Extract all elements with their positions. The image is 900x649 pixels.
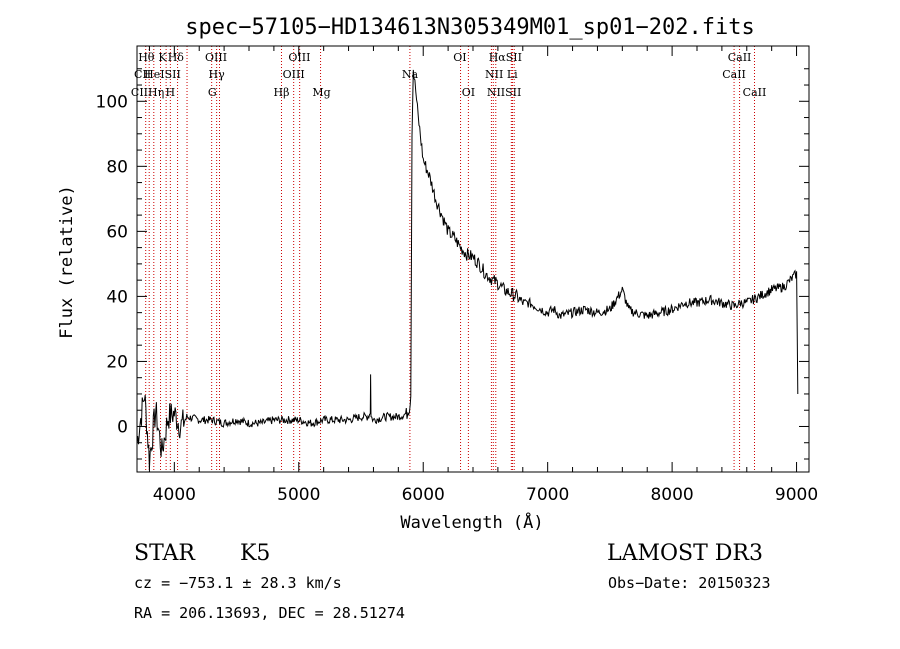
class-label: STAR bbox=[134, 541, 196, 566]
line-label: Na bbox=[402, 68, 419, 81]
survey-label: LAMOST DR3 bbox=[607, 541, 763, 566]
y-tick-label: 20 bbox=[106, 352, 128, 372]
y-axis-ticks: 0 20 40 60 80 100 bbox=[96, 68, 809, 460]
line-label: OI bbox=[453, 51, 466, 64]
line-label: HαSII bbox=[489, 51, 522, 64]
x-tick-label: 7000 bbox=[526, 485, 569, 505]
x-tick-label: 5000 bbox=[277, 485, 320, 505]
x-tick-label: 9000 bbox=[775, 485, 818, 505]
line-label: CaII bbox=[722, 68, 746, 81]
plot-frame bbox=[136, 45, 810, 473]
line-label: NII Li bbox=[485, 68, 518, 81]
cz-text: cz = −753.1 ± 28.3 km/s bbox=[134, 574, 342, 592]
line-label: CII bbox=[134, 68, 151, 81]
line-label: OIII bbox=[205, 51, 227, 64]
y-axis-label: Flux (relative) bbox=[57, 185, 77, 339]
subclass-label: K5 bbox=[240, 541, 270, 566]
line-label: G bbox=[208, 86, 217, 99]
line-label: OI bbox=[462, 86, 475, 99]
line-label: Hβ bbox=[274, 86, 290, 99]
y-tick-label: 60 bbox=[106, 222, 128, 242]
line-label: CaII bbox=[728, 51, 752, 64]
line-label: OIII bbox=[283, 68, 305, 81]
x-tick-label: 6000 bbox=[402, 485, 445, 505]
line-label: Hδ bbox=[168, 51, 185, 64]
line-label: OIII bbox=[288, 51, 310, 64]
line-label: K bbox=[158, 51, 167, 64]
line-label: CIIHη bbox=[131, 86, 164, 99]
y-tick-label: 100 bbox=[96, 92, 128, 112]
y-tick-label: 80 bbox=[106, 157, 128, 177]
line-label: CaII bbox=[743, 86, 767, 99]
obs-date-text: Obs−Date: 20150323 bbox=[608, 574, 771, 592]
line-label: Mg bbox=[312, 86, 330, 99]
chart-title: spec−57105−HD134613N305349M01_sp01−202.f… bbox=[185, 15, 755, 40]
line-label: NIISII bbox=[487, 86, 522, 99]
radec-text: RA = 206.13693, DEC = 28.51274 bbox=[134, 604, 405, 622]
line-label: H bbox=[166, 86, 176, 99]
x-tick-label: 8000 bbox=[650, 485, 693, 505]
spectrum-line bbox=[136, 69, 799, 470]
x-tick-label: 4000 bbox=[153, 485, 196, 505]
spectral-line-markers bbox=[145, 46, 755, 472]
line-label: Hγ bbox=[209, 68, 226, 81]
y-tick-label: 0 bbox=[117, 417, 128, 437]
line-label: Hθ bbox=[138, 51, 155, 64]
x-axis-ticks: 4000 5000 6000 7000 8000 9000 bbox=[148, 46, 818, 505]
line-label: HeISII bbox=[144, 68, 181, 81]
y-tick-label: 40 bbox=[106, 287, 128, 307]
x-axis-label: Wavelength (Å) bbox=[400, 511, 543, 533]
